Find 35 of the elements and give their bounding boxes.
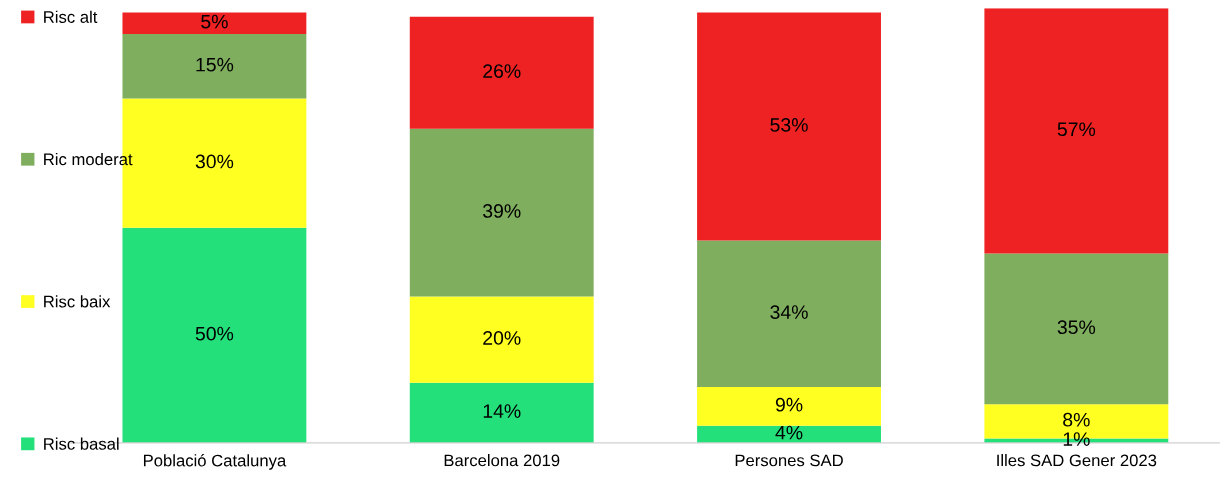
legend-label: Risc alt xyxy=(44,10,98,23)
bar xyxy=(697,12,881,241)
bar xyxy=(122,227,307,443)
data-label: 35% xyxy=(1057,320,1096,335)
data-label: 26% xyxy=(483,64,521,78)
bar xyxy=(697,240,881,387)
bar xyxy=(984,253,1169,405)
data-label: 50% xyxy=(195,326,234,341)
data-label: 57% xyxy=(1057,122,1096,137)
bar xyxy=(122,12,307,35)
data-label: 53% xyxy=(770,118,808,132)
data-label: 5% xyxy=(201,14,228,29)
bar xyxy=(409,16,594,129)
legend-label: Risc basal xyxy=(44,437,119,450)
x-tick-label: Illes SAD Gener 2023 xyxy=(997,454,1157,467)
data-label: 14% xyxy=(483,404,521,418)
data-label: 30% xyxy=(195,154,234,169)
data-label: 34% xyxy=(770,305,808,320)
bar xyxy=(984,8,1169,254)
data-label: 4% xyxy=(775,425,803,440)
data-label: 8% xyxy=(1063,412,1090,427)
bar xyxy=(122,34,307,99)
bar xyxy=(697,425,881,443)
data-label: 15% xyxy=(196,57,234,72)
bar xyxy=(409,296,594,383)
x-tick-label: Barcelona 2019 xyxy=(444,454,560,467)
bar xyxy=(409,382,594,443)
bar xyxy=(409,128,594,297)
data-label: 20% xyxy=(483,331,521,345)
data-label: 39% xyxy=(483,204,521,218)
x-tick-label: Persones SAD xyxy=(735,454,843,467)
bar xyxy=(697,386,881,426)
x-tick-label: Població Catalunya xyxy=(143,454,287,470)
data-label: 9% xyxy=(775,397,803,412)
legend-label: Risc baix xyxy=(44,295,111,308)
